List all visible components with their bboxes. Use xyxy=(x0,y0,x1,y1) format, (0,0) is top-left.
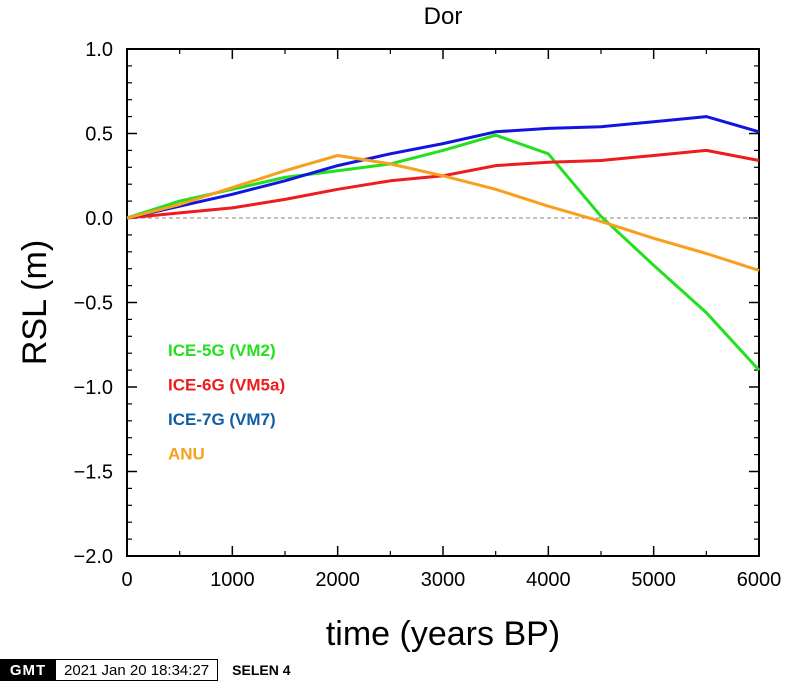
x-tick-label: 1000 xyxy=(210,569,255,591)
y-tick-label: −1.5 xyxy=(74,462,113,484)
y-tick-label: −0.5 xyxy=(74,293,113,315)
axis-tick-labels: 0 1000 2000 3000 4000 5000 6000 −2.0 −1.5 −1.0 −0.… xyxy=(74,39,782,591)
gmt-logo: GMT xyxy=(0,659,56,681)
chart-title: Dor xyxy=(424,3,463,30)
legend-entry: ANU xyxy=(168,445,205,464)
y-tick-label: 1.0 xyxy=(85,39,113,61)
legend: ICE-5G (VM2) ICE-6G (VM5a) ICE-7G (VM7) ANU xyxy=(168,341,285,464)
series-lines xyxy=(126,115,761,372)
legend-entry: ICE-6G (VM5a) xyxy=(168,376,285,395)
series-line-3 xyxy=(126,115,760,220)
series-line-1 xyxy=(126,133,761,372)
legend-entry: ICE-5G (VM2) xyxy=(168,341,276,360)
series-line-2 xyxy=(126,148,760,220)
y-tick-label: −2.0 xyxy=(74,546,113,568)
x-tick-label: 5000 xyxy=(631,569,676,591)
x-tick-label: 4000 xyxy=(526,569,571,591)
axis-ticks xyxy=(126,48,760,557)
x-tick-label: 3000 xyxy=(421,569,466,591)
x-tick-label: 6000 xyxy=(737,569,782,591)
y-tick-label: 0.5 xyxy=(85,124,113,146)
footer: GMT 2021 Jan 20 18:34:27 SELEN 4 xyxy=(0,658,291,682)
plot-frame xyxy=(126,48,760,557)
footer-label: SELEN 4 xyxy=(232,662,291,678)
y-tick-label: 0.0 xyxy=(85,208,113,230)
legend-entry: ICE-7G (VM7) xyxy=(168,410,276,429)
x-axis-title: time (years BP) xyxy=(326,615,560,653)
y-axis-title: RSL (m) xyxy=(16,240,54,365)
rsl-chart: Dor 0 1000 2000 3000 4000 5000 6000 −2.0 −1.5 −1.… xyxy=(16,3,782,653)
y-tick-label: −1.0 xyxy=(74,377,113,399)
timestamp: 2021 Jan 20 18:34:27 xyxy=(56,659,219,681)
x-tick-label: 0 xyxy=(121,569,132,591)
series-line-4 xyxy=(126,154,760,272)
x-tick-label: 2000 xyxy=(315,569,360,591)
